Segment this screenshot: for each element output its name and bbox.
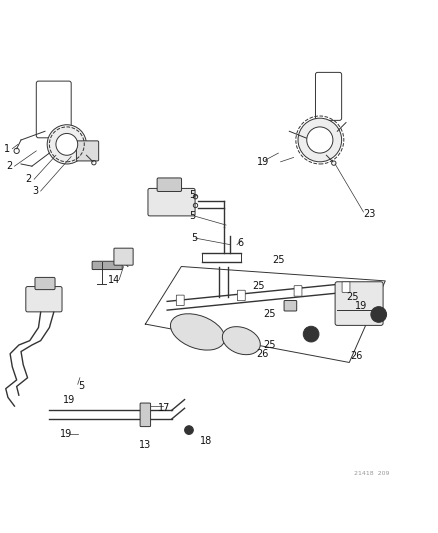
Circle shape bbox=[297, 118, 341, 162]
Text: 2: 2 bbox=[25, 174, 32, 184]
FancyBboxPatch shape bbox=[76, 141, 99, 161]
FancyBboxPatch shape bbox=[293, 286, 301, 296]
FancyBboxPatch shape bbox=[35, 277, 55, 289]
FancyBboxPatch shape bbox=[315, 72, 341, 120]
Text: 19: 19 bbox=[354, 301, 366, 311]
Text: 26: 26 bbox=[256, 349, 268, 359]
Text: 18: 18 bbox=[199, 436, 212, 446]
Text: 17: 17 bbox=[158, 403, 170, 413]
Circle shape bbox=[184, 426, 193, 434]
Text: 1: 1 bbox=[4, 144, 10, 154]
Text: 5: 5 bbox=[191, 233, 197, 243]
Text: 6: 6 bbox=[237, 238, 243, 247]
Circle shape bbox=[370, 306, 386, 322]
Text: 5: 5 bbox=[188, 211, 195, 221]
Text: 25: 25 bbox=[262, 310, 275, 319]
FancyBboxPatch shape bbox=[92, 261, 122, 270]
Circle shape bbox=[306, 127, 332, 153]
Text: 5: 5 bbox=[188, 190, 195, 199]
Circle shape bbox=[47, 125, 86, 164]
Text: 2: 2 bbox=[6, 161, 12, 171]
FancyBboxPatch shape bbox=[148, 189, 194, 216]
Text: 23: 23 bbox=[363, 209, 375, 219]
Text: 13: 13 bbox=[138, 440, 151, 450]
Text: 19: 19 bbox=[256, 157, 268, 167]
Circle shape bbox=[56, 133, 78, 155]
Text: 21418  209: 21418 209 bbox=[353, 471, 389, 476]
FancyBboxPatch shape bbox=[283, 301, 296, 311]
Text: 25: 25 bbox=[252, 281, 264, 291]
FancyBboxPatch shape bbox=[36, 81, 71, 138]
FancyBboxPatch shape bbox=[26, 287, 62, 312]
FancyBboxPatch shape bbox=[140, 403, 150, 426]
Ellipse shape bbox=[222, 327, 260, 354]
Text: 19: 19 bbox=[62, 394, 74, 405]
FancyBboxPatch shape bbox=[237, 290, 245, 301]
FancyBboxPatch shape bbox=[176, 295, 184, 305]
Circle shape bbox=[303, 326, 318, 342]
FancyBboxPatch shape bbox=[334, 282, 382, 325]
Text: 19: 19 bbox=[60, 430, 72, 439]
Text: 25: 25 bbox=[271, 255, 284, 265]
Text: 5: 5 bbox=[78, 382, 84, 391]
Text: 25: 25 bbox=[262, 340, 275, 350]
Text: 3: 3 bbox=[32, 186, 38, 196]
FancyBboxPatch shape bbox=[157, 178, 181, 191]
FancyBboxPatch shape bbox=[341, 282, 349, 292]
Text: 25: 25 bbox=[345, 292, 358, 302]
FancyBboxPatch shape bbox=[114, 248, 133, 265]
Text: 14: 14 bbox=[108, 274, 120, 285]
Text: 26: 26 bbox=[350, 351, 362, 361]
Ellipse shape bbox=[170, 314, 224, 350]
